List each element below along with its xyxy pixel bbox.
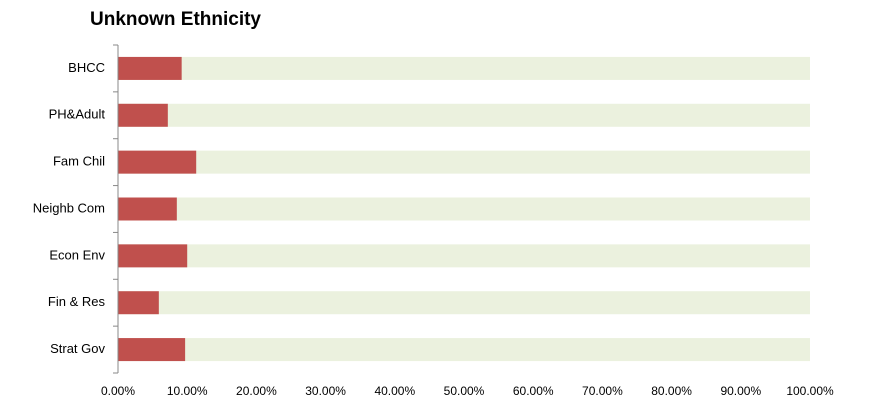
bar	[118, 338, 186, 362]
y-tick-label: Econ Env	[49, 247, 105, 262]
x-tick-label: 0.00%	[101, 384, 135, 398]
bar-track	[118, 150, 810, 174]
x-tick-label: 40.00%	[374, 384, 415, 398]
bar-track	[118, 291, 810, 315]
x-tick-label: 50.00%	[444, 384, 485, 398]
y-tick-label: BHCC	[68, 60, 105, 75]
bar-track	[118, 56, 810, 80]
bar-track	[118, 244, 810, 268]
bar	[118, 291, 159, 315]
x-tick-label: 30.00%	[305, 384, 346, 398]
bar-track	[118, 197, 810, 221]
y-tick-label: PH&Adult	[49, 107, 106, 122]
y-tick-label: Neighb Com	[33, 200, 105, 215]
x-tick-label: 90.00%	[720, 384, 761, 398]
bar	[118, 197, 177, 221]
bar	[118, 103, 168, 127]
y-tick-label: Strat Gov	[50, 341, 105, 356]
x-tick-label: 10.00%	[167, 384, 208, 398]
bar-track	[118, 103, 810, 127]
bar-track	[118, 338, 810, 362]
chart-title: Unknown Ethnicity	[90, 9, 261, 30]
bar	[118, 56, 182, 80]
bar	[118, 150, 197, 174]
bar	[118, 244, 188, 268]
x-tick-label: 80.00%	[651, 384, 692, 398]
y-tick-label: Fam Chil	[53, 154, 105, 169]
y-tick-label: Fin & Res	[48, 294, 106, 309]
x-tick-label: 100.00%	[786, 384, 834, 398]
x-tick-label: 20.00%	[236, 384, 277, 398]
x-tick-label: 70.00%	[582, 384, 623, 398]
x-tick-label: 60.00%	[513, 384, 554, 398]
